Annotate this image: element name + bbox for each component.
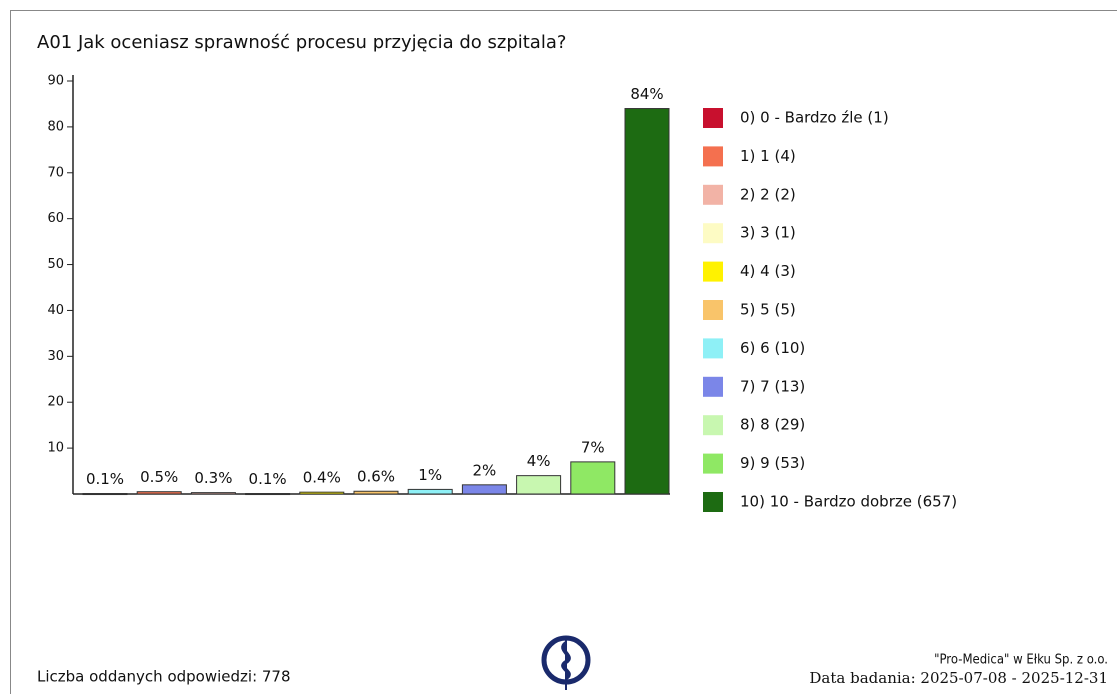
value-label: 2% bbox=[473, 461, 497, 479]
legend-label: 0) 0 - Bardzo źle (1) bbox=[740, 109, 889, 127]
legend-label: 2) 2 (2) bbox=[740, 185, 796, 203]
footer-company: "Pro-Medica" w Ełku Sp. z o.o. bbox=[934, 653, 1108, 668]
legend-label: 10) 10 - Bardzo dobrze (657) bbox=[740, 493, 957, 511]
value-label: 1% bbox=[418, 466, 442, 484]
legend-label: 8) 8 (29) bbox=[740, 416, 805, 434]
bar bbox=[353, 490, 399, 495]
value-label: 0.3% bbox=[194, 469, 232, 487]
legend-swatch bbox=[703, 184, 723, 205]
bar bbox=[461, 484, 507, 495]
y-tick-label: 10 bbox=[47, 441, 64, 456]
bar bbox=[190, 492, 236, 495]
value-label: 0.1% bbox=[86, 470, 124, 488]
y-tick-label: 40 bbox=[47, 303, 64, 318]
legend-label: 3) 3 (1) bbox=[740, 224, 796, 242]
value-label: 4% bbox=[527, 452, 551, 470]
bar bbox=[516, 475, 562, 495]
y-tick-label: 80 bbox=[47, 119, 64, 134]
chart-title: A01 Jak oceniasz sprawność procesu przyj… bbox=[37, 32, 566, 53]
bar bbox=[624, 108, 670, 495]
footer-responses: Liczba oddanych odpowiedzi: 778 bbox=[37, 668, 291, 686]
y-tick-label: 50 bbox=[47, 257, 64, 272]
y-tick-label: 20 bbox=[47, 395, 64, 410]
value-label: 0.4% bbox=[303, 469, 341, 487]
legend-swatch bbox=[703, 108, 723, 128]
bar bbox=[82, 493, 128, 496]
legend-label: 6) 6 (10) bbox=[740, 339, 805, 357]
y-tick-label: 30 bbox=[47, 349, 64, 364]
bar bbox=[299, 491, 345, 495]
y-tick-label: 60 bbox=[47, 211, 64, 226]
legend-label: 4) 4 (3) bbox=[740, 262, 796, 280]
value-label: 0.1% bbox=[249, 470, 287, 488]
bar bbox=[136, 491, 182, 495]
legend-swatch bbox=[703, 223, 723, 244]
value-label: 0.5% bbox=[140, 468, 178, 486]
legend-swatch bbox=[703, 300, 723, 320]
legend-swatch bbox=[703, 453, 723, 474]
bar bbox=[407, 488, 453, 495]
legend-label: 1) 1 (4) bbox=[740, 147, 796, 165]
legend-swatch bbox=[703, 415, 723, 436]
y-tick-label: 90 bbox=[47, 74, 64, 89]
legend-swatch bbox=[703, 261, 723, 282]
legend-swatch bbox=[703, 146, 723, 167]
frame bbox=[10, 10, 1117, 694]
legend-swatch bbox=[703, 376, 723, 397]
legend-label: 7) 7 (13) bbox=[740, 377, 805, 395]
bar bbox=[570, 461, 616, 495]
logo bbox=[541, 635, 591, 690]
value-label: 7% bbox=[581, 438, 605, 456]
y-tick-label: 70 bbox=[47, 165, 64, 180]
footer-date: Data badania: 2025-07-08 - 2025-12-31 bbox=[809, 669, 1108, 687]
bar bbox=[245, 493, 291, 496]
legend-label: 9) 9 (53) bbox=[740, 454, 805, 472]
legend-swatch bbox=[703, 338, 723, 359]
legend-label: 5) 5 (5) bbox=[740, 301, 796, 319]
legend-swatch bbox=[703, 492, 723, 512]
value-label: 84% bbox=[630, 85, 663, 103]
value-label: 0.6% bbox=[357, 468, 395, 486]
